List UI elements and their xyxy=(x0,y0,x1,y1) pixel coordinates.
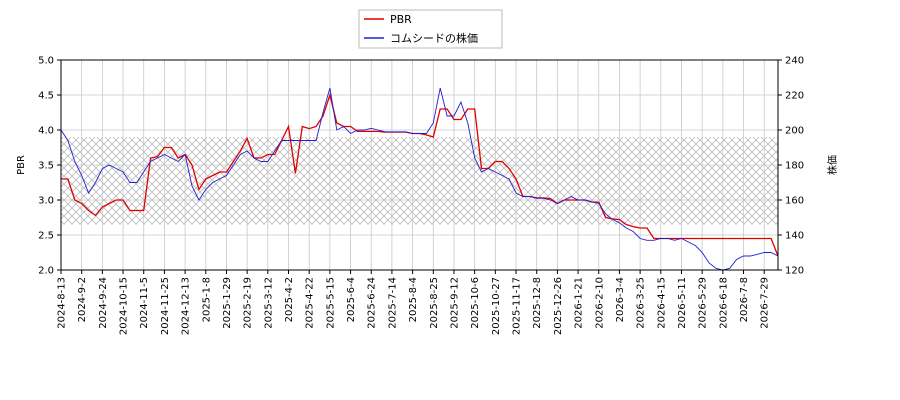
x-tick-label: 2026-3-25 xyxy=(636,277,647,329)
y-tick-label: 2.5 xyxy=(38,231,54,242)
x-tick-label: 2026-7-29 xyxy=(760,277,771,329)
x-tick-label: 2025-7-14 xyxy=(387,277,398,329)
x-tick-label: 2024-9-2 xyxy=(77,277,88,322)
x-tick-label: 2026-2-10 xyxy=(594,277,605,329)
x-tick-label: 2025-5-15 xyxy=(325,277,336,329)
x-tick-label: 2025-9-12 xyxy=(449,277,460,329)
y-tick-label: 2.0 xyxy=(38,266,54,277)
x-tick-label: 2025-8-4 xyxy=(408,277,419,322)
legend-label: コムシードの株価 xyxy=(390,31,478,45)
x-tick-label: 2026-1-21 xyxy=(574,277,585,329)
x-tick-label: 2025-10-6 xyxy=(470,277,481,329)
y2-axis-label: 株価 xyxy=(826,155,839,175)
y2-tick-label: 180 xyxy=(785,161,804,172)
x-tick-label: 2025-1-29 xyxy=(222,277,233,329)
y-tick-label: 3.5 xyxy=(38,161,54,172)
y-tick-label: 4.5 xyxy=(38,91,54,102)
legend-label: PBR xyxy=(390,13,412,26)
y2-tick-label: 160 xyxy=(785,196,804,207)
x-tick-label: 2025-10-27 xyxy=(491,277,502,335)
x-tick-label: 2026-6-18 xyxy=(718,277,729,329)
y-tick-label: 4.0 xyxy=(38,126,54,137)
x-tick-label: 2025-4-22 xyxy=(305,277,316,329)
x-tick-label: 2024-8-13 xyxy=(57,277,68,329)
x-tick-label: 2026-7-8 xyxy=(739,277,750,322)
shaded-band xyxy=(61,137,778,225)
x-tick-label: 2025-3-12 xyxy=(263,277,274,329)
x-tick-label: 2026-3-4 xyxy=(615,277,626,322)
x-tick-label: 2025-1-8 xyxy=(201,277,212,322)
x-tick-label: 2026-5-11 xyxy=(677,277,688,329)
x-tick-label: 2026-4-15 xyxy=(656,277,667,329)
y2-tick-label: 240 xyxy=(785,56,804,67)
legend: PBR コムシードの株価 xyxy=(358,9,503,49)
x-tick-label: 2025-4-2 xyxy=(284,277,295,322)
y2-tick-label: 200 xyxy=(785,126,804,137)
y2-tick-label: 120 xyxy=(785,266,804,277)
x-tick-label: 2025-6-4 xyxy=(346,277,357,322)
x-tick-label: 2026-5-29 xyxy=(698,277,709,329)
x-tick-label: 2024-11-5 xyxy=(139,277,150,329)
x-tick-label: 2025-12-26 xyxy=(553,277,564,335)
y-axis-label: PBR xyxy=(16,155,27,175)
y-tick-label: 3.0 xyxy=(38,196,54,207)
x-tick-label: 2025-12-8 xyxy=(532,277,543,329)
x-tick-label: 2025-11-17 xyxy=(512,277,523,335)
plot-frame xyxy=(60,59,779,271)
x-tick-label: 2024-9-24 xyxy=(98,277,109,329)
x-tick-label: 2024-12-13 xyxy=(181,277,192,335)
x-tick-label: 2025-8-25 xyxy=(429,277,440,329)
x-tick-label: 2024-11-25 xyxy=(160,277,171,335)
x-tick-label: 2025-6-24 xyxy=(367,277,378,329)
y2-tick-label: 220 xyxy=(785,91,804,102)
series-line xyxy=(60,87,779,271)
x-tick-label: 2024-10-15 xyxy=(119,277,130,335)
y-tick-label: 5.0 xyxy=(38,56,54,67)
y2-tick-label: 140 xyxy=(785,231,804,242)
x-tick-label: 2025-2-19 xyxy=(243,277,254,329)
legend-box xyxy=(358,9,503,49)
